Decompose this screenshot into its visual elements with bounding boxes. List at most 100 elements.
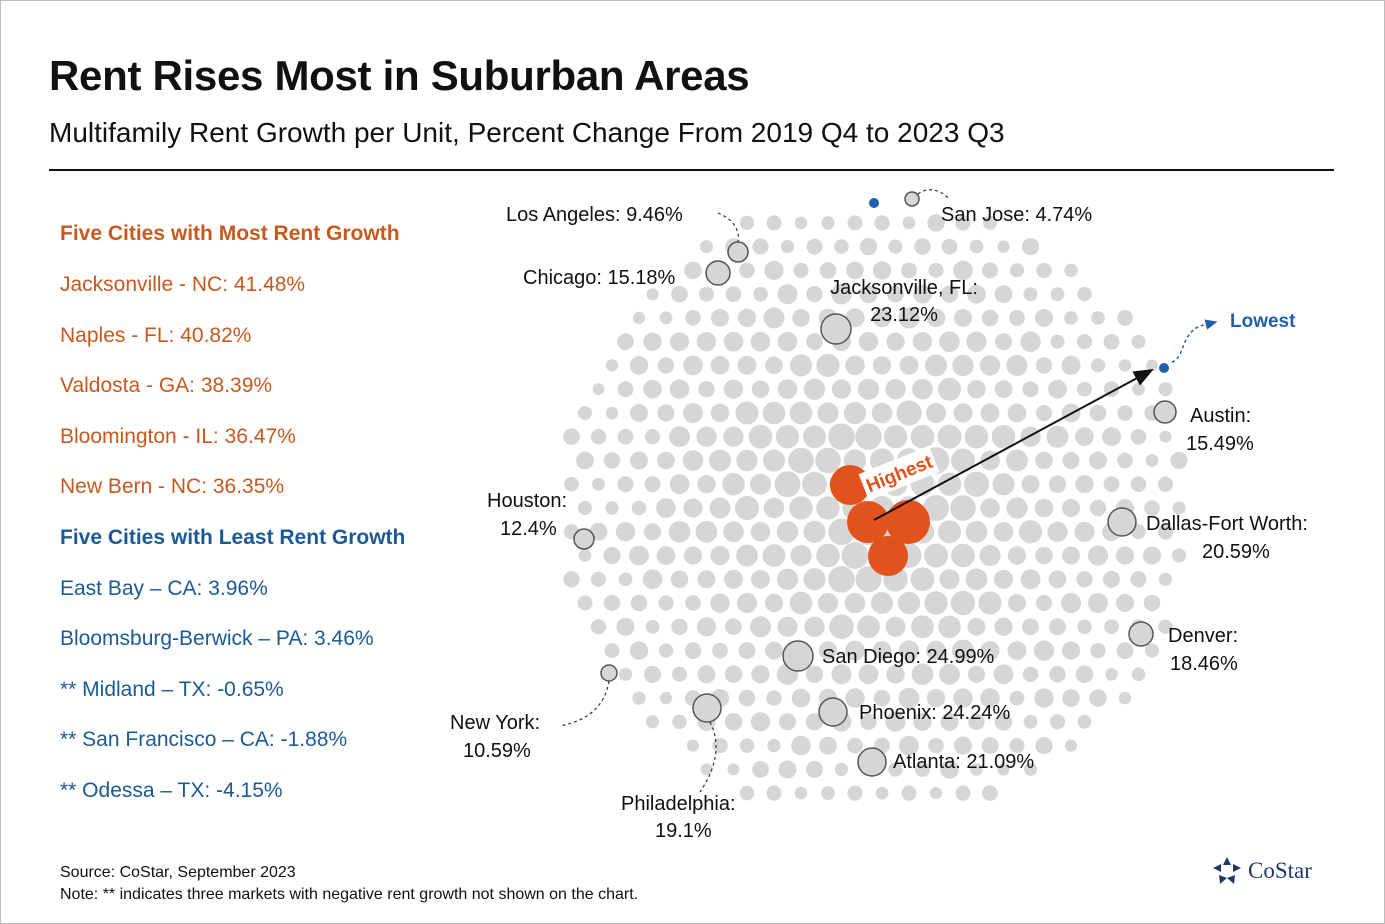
market-bubble: [750, 616, 771, 638]
market-bubble: [1009, 690, 1025, 706]
market-bubble: [927, 214, 945, 232]
market-bubble: [697, 570, 716, 589]
market-bubble: [777, 616, 798, 637]
market-bubble: [1022, 666, 1039, 682]
market-bubble: [592, 477, 605, 491]
market-bubble: [993, 664, 1014, 685]
market-bubble: [981, 737, 999, 755]
market-bubble: [683, 355, 703, 376]
market-bubble: [776, 568, 799, 590]
market-bubble: [1089, 404, 1107, 422]
market-bubble: [831, 284, 852, 305]
market-bubble: [980, 403, 1000, 423]
market-bubble: [1159, 430, 1172, 443]
market-bubble: [940, 760, 959, 779]
market-bubble: [1009, 738, 1025, 754]
metro-bubble-jacksonville-fl: [820, 313, 852, 345]
least-growth-item: Bloomsburg-Berwick – PA: 3.46%: [60, 627, 374, 650]
market-bubble: [883, 425, 908, 449]
metro-value: 10.59%: [463, 740, 531, 762]
market-bubble: [683, 546, 703, 565]
market-bubble: [778, 760, 797, 779]
market-bubble: [1088, 593, 1108, 613]
least-growth-item: ** San Francisco – CA: -1.88%: [60, 728, 348, 751]
market-bubble: [686, 739, 700, 752]
least-growth-item: East Bay – CA: 3.96%: [60, 576, 268, 600]
market-bubble: [1023, 714, 1038, 729]
market-bubble: [1048, 379, 1067, 399]
market-bubble: [953, 403, 973, 423]
market-bubble: [855, 423, 882, 450]
market-bubble: [765, 641, 783, 660]
market-bubble: [817, 402, 839, 424]
market-bubble: [979, 355, 1001, 376]
market-bubble: [712, 642, 728, 659]
metro-label: San Jose: 4.74%: [941, 204, 1092, 226]
market-bubble: [888, 239, 903, 254]
market-bubble: [994, 617, 1013, 636]
market-bubble: [1117, 452, 1133, 469]
market-bubble: [750, 473, 771, 495]
market-bubble: [1075, 427, 1094, 447]
market-bubble: [605, 359, 619, 372]
market-bubble: [816, 496, 840, 520]
market-bubble: [923, 495, 949, 521]
market-bubble: [994, 285, 1013, 304]
title-divider: [49, 169, 1334, 171]
market-bubble: [970, 763, 983, 776]
market-bubble: [684, 642, 702, 659]
market-bubble: [968, 713, 985, 730]
market-bubble: [578, 549, 592, 562]
market-bubble: [845, 640, 865, 661]
least-growth-item: ** Midland – TX: -0.65%: [60, 677, 284, 701]
market-bubble: [591, 571, 606, 587]
market-bubble: [643, 665, 662, 683]
market-bubble: [844, 592, 866, 614]
market-bubble: [696, 426, 717, 447]
market-bubble: [804, 616, 825, 637]
market-bubble: [1130, 571, 1147, 588]
market-bubble: [872, 356, 892, 375]
market-bubble: [871, 592, 893, 614]
market-bubble: [1006, 497, 1028, 519]
market-bubble: [629, 641, 649, 660]
market-bubble: [604, 643, 620, 659]
market-bubble: [617, 381, 634, 398]
market-bubble: [710, 545, 730, 566]
metro-label: San Diego: 24.99%: [822, 646, 995, 668]
market-bubble: [912, 378, 933, 400]
market-bubble: [803, 378, 826, 400]
market-bubble: [1064, 263, 1078, 278]
metro-label: New York:: [450, 712, 540, 734]
metro-bubble-houston: [573, 528, 595, 550]
market-bubble: [806, 238, 823, 255]
market-bubble: [1048, 475, 1067, 493]
market-bubble: [700, 240, 713, 254]
market-bubble: [578, 501, 592, 515]
highest-bubble: [886, 500, 930, 544]
market-bubble: [603, 546, 621, 565]
market-bubble: [967, 284, 986, 304]
market-bubble: [645, 715, 660, 729]
market-bubble: [855, 566, 882, 593]
market-bubble: [1089, 451, 1107, 470]
market-bubble: [980, 641, 1000, 661]
market-bubble: [630, 404, 648, 422]
market-bubble: [911, 663, 934, 686]
market-bubble: [1035, 594, 1053, 612]
metro-label: Austin:: [1190, 405, 1251, 427]
market-bubble: [618, 667, 633, 681]
market-bubble: [683, 403, 703, 423]
market-bubble: [887, 285, 904, 303]
metro-label: Dallas-Fort Worth:: [1146, 513, 1308, 535]
market-bubble: [618, 572, 633, 587]
market-bubble: [818, 641, 838, 660]
market-bubble: [710, 356, 730, 375]
market-bubble: [1062, 452, 1080, 469]
market-bubble: [763, 449, 785, 472]
market-bubble: [789, 354, 813, 377]
market-bubble: [1075, 475, 1094, 494]
market-bubble: [658, 595, 674, 611]
market-bubble: [616, 617, 635, 636]
